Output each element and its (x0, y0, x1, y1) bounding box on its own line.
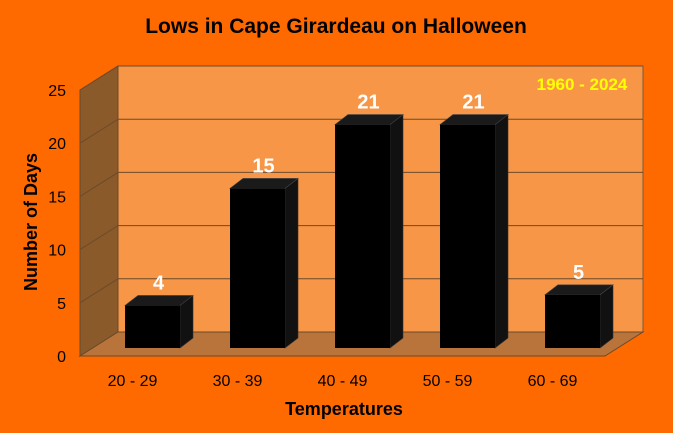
bar (439, 113, 509, 349)
x-axis-label: Temperatures (285, 399, 403, 419)
x-tick-label: 60 - 69 (528, 373, 578, 390)
bar-front (545, 294, 600, 348)
bar-side (389, 113, 404, 349)
bar (229, 177, 299, 349)
bar (334, 113, 404, 349)
x-axis-ticks: 20 - 29 30 - 39 40 - 49 50 - 59 60 - 69 (108, 373, 578, 390)
data-label: 21 (462, 92, 484, 114)
y-tick-label: 20 (48, 136, 66, 153)
gridline (79, 65, 643, 91)
bar-side (494, 113, 509, 349)
bar (544, 284, 614, 349)
y-axis-ticks: 0 5 10 15 20 25 (48, 83, 66, 366)
data-label: 15 (252, 155, 274, 177)
data-label: 5 (573, 262, 584, 284)
chart-title: Lows in Cape Girardeau on Halloween (145, 15, 527, 38)
x-tick-label: 20 - 29 (108, 373, 158, 390)
bar-front (335, 124, 390, 348)
bar-side (284, 177, 299, 349)
y-tick-label: 5 (57, 296, 66, 313)
data-label: 4 (153, 272, 165, 294)
x-tick-label: 40 - 49 (318, 373, 368, 390)
bar-front (230, 188, 285, 348)
y-tick-label: 10 (48, 243, 66, 260)
side-wall (79, 65, 119, 357)
x-tick-label: 30 - 39 (213, 373, 263, 390)
y-tick-label: 0 (57, 349, 66, 366)
y-tick-label: 25 (48, 83, 66, 100)
bars (124, 113, 614, 349)
x-tick-label: 50 - 59 (423, 373, 473, 390)
bar-front (125, 305, 180, 348)
bar-side (599, 284, 614, 349)
y-axis-label: Number of Days (21, 153, 41, 291)
annotation-years: 1960 - 2024 (537, 75, 628, 94)
bar-front (440, 124, 495, 348)
data-label: 21 (357, 92, 379, 114)
y-tick-label: 15 (48, 189, 66, 206)
bar (124, 294, 194, 349)
data-labels: 4 15 21 21 5 (153, 92, 584, 295)
